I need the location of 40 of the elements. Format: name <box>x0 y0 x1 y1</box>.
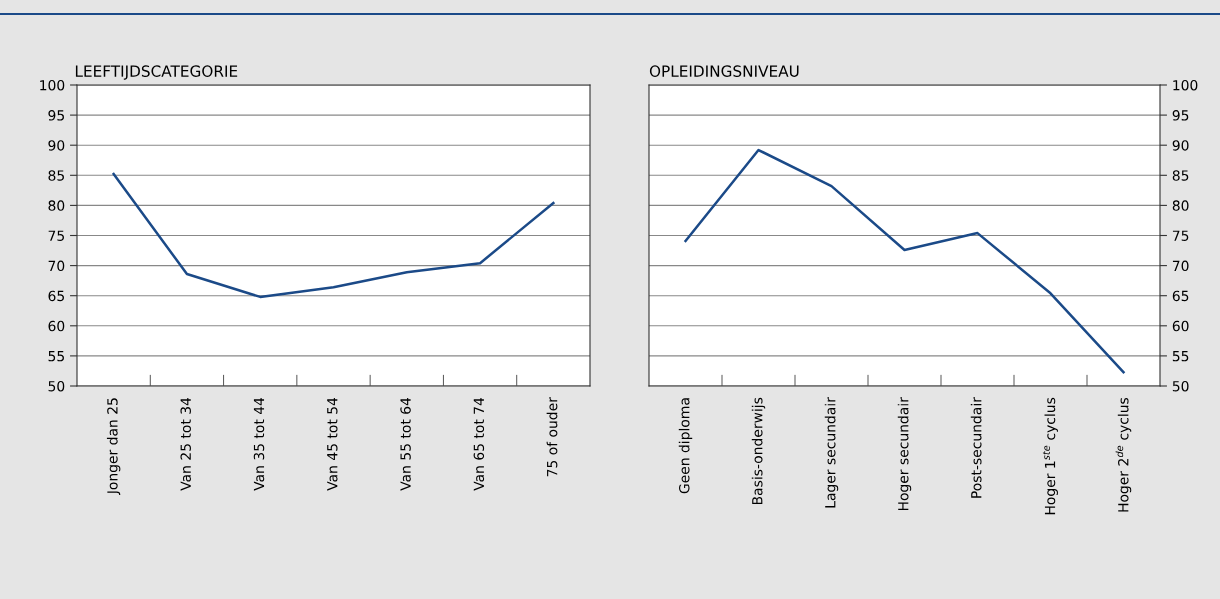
x-tick-label: Van 25 tot 34 <box>180 397 191 491</box>
y-tick-label: 60 <box>1172 320 1189 332</box>
x-tick-label: Lager secundair <box>824 397 839 508</box>
y-tick-label: 70 <box>48 260 65 272</box>
y-tick-label: 85 <box>1172 170 1189 181</box>
chart-title: LEEFTIJDSCATEGORIE <box>75 65 238 80</box>
chart-title: OPLEIDINGSNIVEAU <box>649 65 799 77</box>
y-tick-label: 70 <box>1172 260 1189 272</box>
line-series <box>684 148 1125 374</box>
y-tick-label: 75 <box>48 230 64 241</box>
y-tick-label: 50 <box>1172 380 1189 392</box>
y-tick-label: 100 <box>1173 79 1198 91</box>
x-tick-label: Van 65 tot 74 <box>473 397 485 491</box>
x-tick-label: Van 45 tot 54 <box>327 397 338 491</box>
y-tick-label: 95 <box>48 110 64 121</box>
x-tick-label: Van 35 tot 44 <box>253 397 265 491</box>
x-tick-label: Basis-onderwijs <box>751 397 766 505</box>
y-tick-label: 95 <box>1172 110 1189 121</box>
x-tick-label: Hoger secundair <box>897 397 912 511</box>
x-tick-label: Post-secundair <box>970 397 982 498</box>
y-tick-label: 55 <box>48 351 64 362</box>
y-tick-label: 65 <box>1172 290 1189 302</box>
y-tick-label: 55 <box>1172 351 1189 362</box>
y-tick-label: 50 <box>48 380 65 392</box>
y-tick-label: 90 <box>1172 140 1189 151</box>
x-tick-label: Hoger 2$^{de}$ cyclus <box>1115 397 1132 512</box>
y-tick-label: 100 <box>40 79 65 91</box>
x-tick-label: Jonger dan 25 <box>106 398 121 495</box>
line-series <box>112 172 555 299</box>
y-tick-label: 90 <box>48 140 65 151</box>
x-tick-label: Hoger 1$^{ste}$ cyclus <box>1042 397 1058 515</box>
y-tick-label: 85 <box>48 170 64 181</box>
x-tick-label: Geen diploma <box>678 398 693 494</box>
x-tick-label: 75 of ouder <box>546 397 558 477</box>
y-tick-label: 65 <box>48 290 64 302</box>
y-tick-label: 75 <box>1172 230 1189 241</box>
y-tick-label: 60 <box>48 320 65 332</box>
x-tick-label: Van 55 tot 64 <box>400 397 411 491</box>
y-tick-label: 80 <box>48 200 65 211</box>
y-tick-label: 80 <box>1172 200 1189 211</box>
